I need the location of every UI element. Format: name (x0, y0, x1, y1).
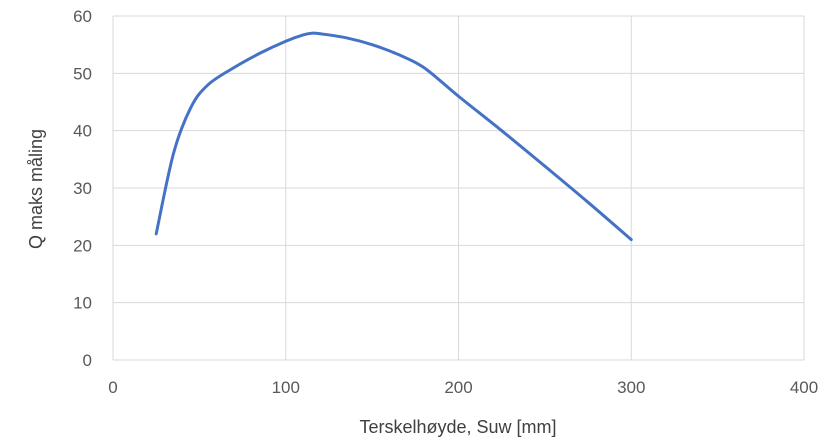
x-tick-label: 300 (617, 378, 645, 397)
y-tick-label: 10 (73, 294, 92, 313)
y-axis-title: Q maks måling (26, 129, 46, 249)
x-tick-label: 100 (272, 378, 300, 397)
x-tick-label: 400 (790, 378, 818, 397)
y-tick-label: 20 (73, 236, 92, 255)
x-tick-label: 200 (444, 378, 472, 397)
plot-area (154, 31, 633, 242)
x-tick-label: 0 (108, 378, 117, 397)
y-tick-label: 0 (83, 351, 92, 370)
gridlines (112, 15, 805, 361)
x-axis-ticks: 0 100 200 300 400 (108, 378, 818, 397)
y-tick-label: 40 (73, 122, 92, 141)
y-tick-label: 50 (73, 64, 92, 83)
x-axis-title: Terskelhøyde, Suw [mm] (359, 417, 556, 437)
y-tick-label: 30 (73, 179, 92, 198)
y-axis-ticks: 0 10 20 30 40 50 60 (73, 7, 92, 370)
y-tick-label: 60 (73, 7, 92, 26)
series-line (154, 31, 633, 242)
